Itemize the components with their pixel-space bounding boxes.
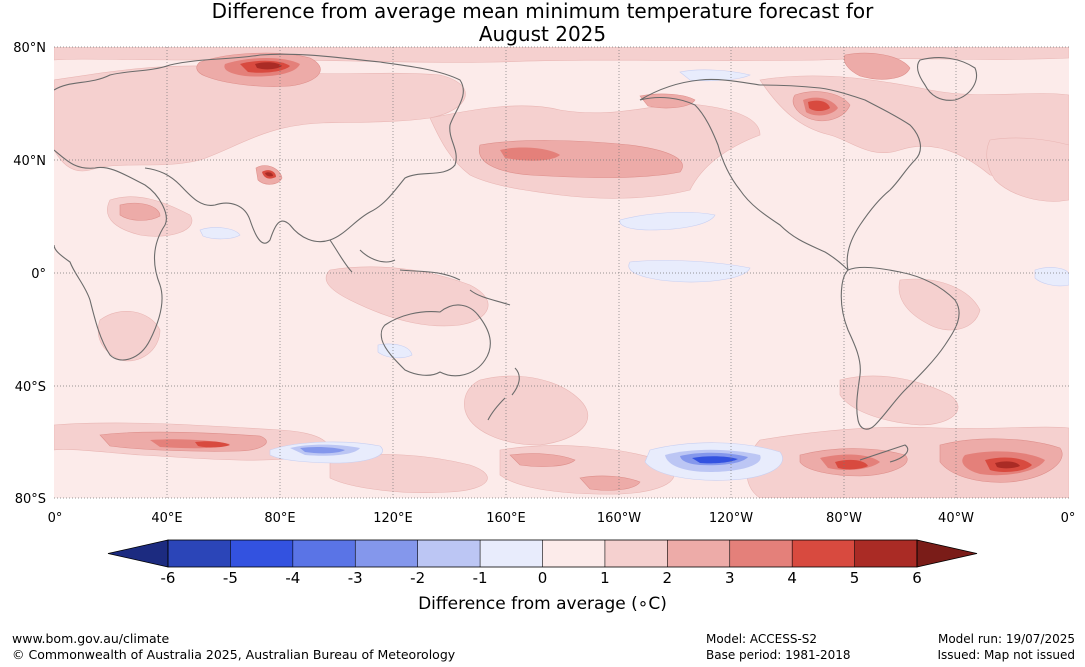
- colorbar-segment: [729, 540, 793, 567]
- latitude-labels: 80°N 40°N 0° 40°S 80°S: [13, 41, 46, 507]
- colorbar-tick-label: -3: [348, 569, 363, 587]
- lat-label-40s: 40°S: [15, 380, 46, 395]
- coastline-greenland: [916, 57, 977, 101]
- colorbar-segment: [542, 540, 605, 567]
- graticule: [54, 46, 1069, 499]
- colorbar-tick-label: -4: [285, 569, 300, 587]
- colorbar-segment: [292, 540, 356, 567]
- model-name: Model: ACCESS-S2: [706, 632, 818, 646]
- colorbar-segment: [480, 540, 543, 567]
- lat-label-0: 0°: [31, 267, 46, 282]
- colorbar-segment: [854, 540, 917, 567]
- colorbar-tick-label: 5: [850, 569, 860, 587]
- colorbar-segment: [417, 540, 481, 567]
- anomaly-band-5-6: [255, 62, 1020, 469]
- colorbar-tick-label: 2: [663, 569, 673, 587]
- lon-label-0-left: 0°: [48, 511, 63, 526]
- lon-label-80e: 80°E: [264, 511, 295, 526]
- colorbar-tick-label: 4: [787, 569, 797, 587]
- coastline-southeast-asia: [329, 239, 511, 306]
- colorbar-tick-label: -1: [473, 569, 488, 587]
- base-period: Base period: 1981-2018: [706, 648, 851, 662]
- anomaly-band-negative-4-3: [692, 456, 738, 464]
- colorbar-segment: [168, 540, 231, 567]
- map-title: Difference from average mean minimum tem…: [0, 0, 1085, 46]
- lat-label-80s: 80°S: [15, 492, 46, 507]
- map-title-line1: Difference from average mean minimum tem…: [211, 0, 874, 23]
- colorbar: -6 -5 -4 -3 -2 -1 0 1 2 3 4 5 6: [107, 539, 978, 587]
- lon-label-40w: 40°W: [938, 511, 974, 526]
- colorbar-segment: [230, 540, 293, 567]
- footer-left: www.bom.gov.au/climate © Commonwealth of…: [12, 631, 455, 663]
- coastlines: [54, 53, 977, 463]
- colorbar-arrow-low: [107, 539, 169, 568]
- coastline-antarctica-peninsula: [859, 444, 909, 463]
- lat-label-80n: 80°N: [13, 41, 46, 56]
- footer-run-info: Model run: 19/07/2025 Issued: Map not is…: [937, 631, 1075, 663]
- model-run-date: Model run: 19/07/2025: [937, 632, 1075, 646]
- colorbar-segment: [667, 540, 730, 567]
- colorbar-tick-label: 6: [912, 569, 922, 587]
- colorbar-tick-label: 0: [538, 569, 548, 587]
- footer-model-info: Model: ACCESS-S2 Base period: 1981-2018: [706, 631, 851, 663]
- coastline-south-america: [840, 266, 960, 430]
- lon-label-120w: 120°W: [709, 511, 753, 526]
- colorbar-segment: [355, 540, 418, 567]
- issue-status: Issued: Map not issued: [937, 648, 1075, 662]
- colorbar-tick-label: 3: [725, 569, 735, 587]
- colorbar-tick-label: 1: [600, 569, 610, 587]
- colorbar-tick-label: -6: [161, 569, 176, 587]
- coastline-north-america: [639, 78, 921, 271]
- lon-label-160e: 160°E: [486, 511, 526, 526]
- lon-label-0-right: 0°: [1061, 511, 1076, 526]
- coastline-europe-asia: [54, 53, 464, 244]
- lon-label-80w: 80°W: [826, 511, 862, 526]
- map-title-line2: August 2025: [478, 22, 607, 46]
- copyright-text: © Commonwealth of Australia 2025, Austra…: [12, 647, 456, 662]
- colorbar-label: Difference from average (∘C): [418, 594, 667, 614]
- colorbar-segment: [792, 540, 855, 567]
- lat-label-40n: 40°N: [13, 154, 46, 169]
- coastline-australia: [380, 304, 491, 377]
- coastline-africa: [54, 149, 167, 361]
- colorbar-segment: [604, 540, 668, 567]
- lon-label-120e: 120°E: [373, 511, 413, 526]
- colorbar-tick-label: -2: [410, 569, 425, 587]
- longitude-labels: 0° 40°E 80°E 120°E 160°E 160°W 120°W 80°…: [48, 511, 1076, 526]
- colorbar-arrow-high: [916, 539, 978, 568]
- website-link[interactable]: www.bom.gov.au/climate: [12, 631, 170, 646]
- colorbar-tick-label: -5: [223, 569, 238, 587]
- coastline-new-zealand: [487, 367, 520, 421]
- lon-label-160w: 160°W: [597, 511, 641, 526]
- lon-label-40e: 40°E: [151, 511, 182, 526]
